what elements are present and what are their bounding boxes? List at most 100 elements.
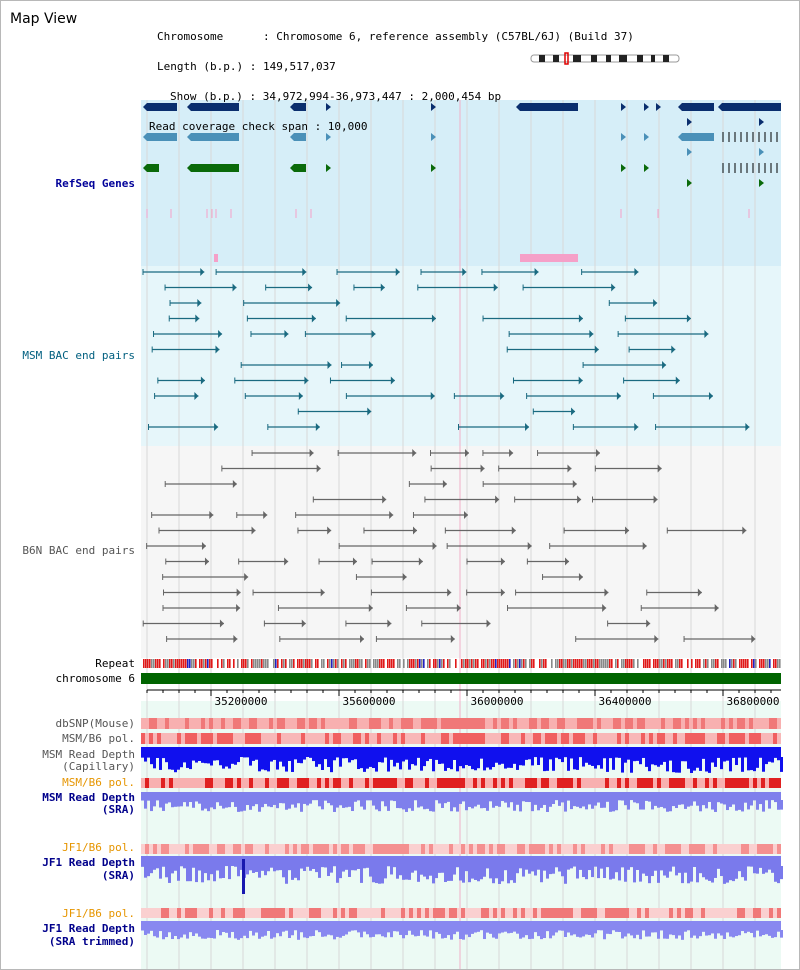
repeat-mark	[387, 659, 389, 668]
depth-bar	[711, 757, 714, 763]
depth-bar	[372, 800, 375, 806]
depth-bar	[576, 930, 579, 937]
depth-bar	[279, 866, 282, 871]
depth-bar	[420, 800, 423, 807]
snp-density-cell	[501, 733, 505, 744]
b6n-bac-track[interactable]	[142, 449, 756, 643]
depth-bar	[657, 866, 660, 883]
refseq-genes-track[interactable]	[143, 103, 781, 262]
depth-bar	[276, 757, 279, 770]
bac-end	[197, 299, 202, 307]
depth-bar	[480, 800, 483, 809]
depth-bar	[768, 930, 771, 936]
depth-bar	[309, 866, 312, 871]
snp-density-cell	[493, 733, 497, 744]
depth-bar	[459, 757, 462, 767]
gene-exon	[294, 133, 306, 141]
bac-end	[395, 268, 400, 276]
repeat-mark	[645, 659, 647, 668]
depth-bar	[150, 800, 153, 812]
ideogram-band	[619, 55, 627, 62]
repeat-mark	[311, 659, 313, 668]
depth-bar	[408, 866, 411, 880]
depth-bar	[717, 757, 720, 758]
repeat-mark	[255, 659, 257, 668]
repeat-track[interactable]	[143, 659, 781, 668]
depth-bar	[402, 866, 405, 880]
depth-bar	[219, 866, 222, 879]
depth-bar	[573, 800, 576, 807]
repeat-mark	[507, 659, 509, 668]
snp-density-cell	[585, 778, 589, 788]
snp-density-cell	[481, 718, 485, 729]
snp-density-cell	[421, 844, 425, 854]
depth-bar	[267, 930, 270, 932]
snp-density-cell	[297, 844, 301, 854]
snp-density-cell	[241, 718, 245, 729]
snp-density-cell	[285, 718, 289, 729]
snp-density-cell	[493, 908, 497, 918]
snp-density-cell	[177, 778, 181, 788]
depth-bar	[366, 757, 369, 769]
snp-density-cell	[253, 718, 257, 729]
snp-density-cell	[677, 844, 681, 854]
depth-bar	[705, 866, 708, 880]
bac-end	[604, 588, 609, 597]
chromosome-ideogram[interactable]	[530, 52, 680, 65]
depth-bar	[567, 757, 570, 771]
snp-density-cell	[405, 908, 409, 918]
repeat-mark	[365, 659, 367, 668]
depth-bar	[390, 800, 393, 801]
depth-bar	[327, 866, 330, 877]
depth-bar	[399, 930, 402, 935]
depth-bar	[588, 800, 591, 805]
snp-density-cell	[153, 733, 157, 744]
repeat-mark	[261, 659, 263, 668]
repeat-mark	[217, 659, 219, 668]
depth-bar	[399, 800, 402, 809]
depth-bar	[678, 866, 681, 873]
snp-density-cell	[197, 718, 201, 729]
snp-density-cell	[301, 733, 305, 744]
depth-bar	[456, 930, 459, 932]
depth-bar	[669, 866, 672, 872]
bac-end	[634, 423, 639, 431]
depth-bar	[513, 800, 516, 811]
repeat-mark	[713, 659, 715, 668]
repeat-mark	[663, 659, 665, 668]
coverage-span-info: Read coverage check span : 10,000	[149, 120, 368, 133]
snp-density-cell	[229, 844, 233, 854]
snp-density-cell	[461, 908, 465, 918]
msm-bac-track[interactable]	[142, 268, 750, 431]
snp-density-cell	[653, 844, 657, 854]
depth-bar	[753, 866, 756, 874]
snp-density-cell	[413, 908, 417, 918]
depth-bar	[468, 757, 471, 766]
snp-density-cell	[333, 778, 337, 788]
depth-bar	[264, 930, 267, 936]
repeat-mark	[253, 659, 255, 668]
snp-density-cell	[329, 733, 333, 744]
snp-density-cell	[701, 778, 705, 788]
depth-bar	[576, 757, 579, 770]
depth-bar	[222, 866, 225, 879]
snp-density-cell	[253, 844, 257, 854]
repeat-mark	[189, 659, 191, 668]
snp-density-cell	[765, 733, 769, 744]
depth-bar	[624, 800, 627, 806]
snp-density-cell	[293, 718, 297, 729]
depth-bar	[561, 866, 564, 877]
snp-density-cell	[709, 733, 713, 744]
depth-bar	[522, 866, 525, 877]
snp-density-cell	[353, 733, 357, 744]
snp-density-cell	[381, 718, 385, 729]
repeat-mark	[355, 659, 357, 668]
axis-tick-label: 36400000	[599, 695, 652, 708]
axis-tick-label: 36000000	[471, 695, 524, 708]
depth-bar	[753, 930, 756, 938]
bac-end	[320, 588, 325, 597]
polymorphism-depth-tracks[interactable]	[141, 718, 783, 940]
depth-bar	[429, 757, 432, 759]
snp-density-cell	[605, 733, 609, 744]
